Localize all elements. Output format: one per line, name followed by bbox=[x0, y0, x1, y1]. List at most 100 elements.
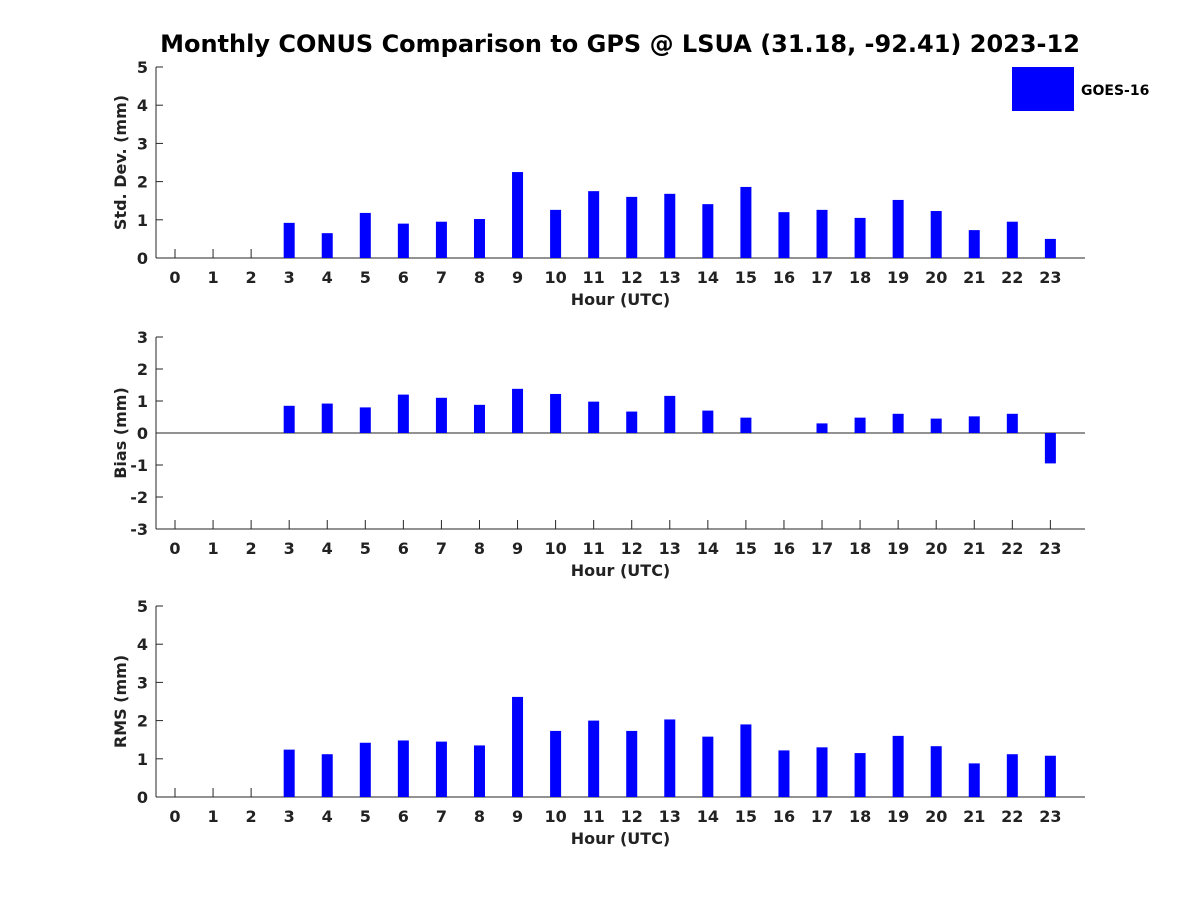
x-tick-label: 17 bbox=[811, 807, 833, 826]
x-tick-label: 22 bbox=[1001, 268, 1023, 287]
bar bbox=[740, 417, 752, 433]
x-tick-label: 8 bbox=[474, 539, 485, 558]
x-tick-label: 11 bbox=[583, 268, 605, 287]
x-tick-label: 2 bbox=[246, 807, 257, 826]
y-tick-label: -1 bbox=[130, 456, 148, 475]
x-tick-label: 16 bbox=[773, 268, 795, 287]
bar bbox=[968, 230, 980, 258]
x-tick-label: 7 bbox=[436, 807, 447, 826]
x-tick-label: 4 bbox=[322, 268, 333, 287]
y-tick-label: 5 bbox=[137, 58, 148, 77]
y-tick-label: 5 bbox=[137, 597, 148, 616]
bar bbox=[588, 191, 600, 258]
x-tick-label: 12 bbox=[621, 539, 643, 558]
x-tick-label: 12 bbox=[621, 268, 643, 287]
x-tick-label: 5 bbox=[360, 539, 371, 558]
x-tick-label: 17 bbox=[811, 539, 833, 558]
y-tick-label: 4 bbox=[137, 96, 148, 115]
x-tick-label: 20 bbox=[925, 539, 947, 558]
x-tick-label: 22 bbox=[1001, 807, 1023, 826]
bar bbox=[473, 219, 485, 258]
bar bbox=[321, 403, 333, 433]
x-tick-label: 16 bbox=[773, 539, 795, 558]
y-tick-label: 2 bbox=[137, 360, 148, 379]
y-axis-label: Bias (mm) bbox=[111, 387, 130, 479]
x-tick-label: 23 bbox=[1039, 539, 1061, 558]
legend-swatch bbox=[1012, 67, 1074, 111]
x-tick-label: 6 bbox=[398, 807, 409, 826]
x-tick-label: 1 bbox=[207, 268, 218, 287]
bar bbox=[854, 753, 866, 797]
bar bbox=[664, 193, 676, 258]
x-tick-label: 0 bbox=[169, 539, 180, 558]
bar bbox=[968, 416, 980, 433]
bar bbox=[816, 209, 828, 258]
x-tick-label: 4 bbox=[322, 539, 333, 558]
bar bbox=[854, 417, 866, 433]
bar bbox=[397, 394, 409, 433]
x-tick-label: 14 bbox=[697, 268, 719, 287]
bar bbox=[1044, 755, 1056, 797]
bar bbox=[626, 196, 638, 258]
x-tick-label: 1 bbox=[207, 807, 218, 826]
x-tick-label: 10 bbox=[544, 268, 566, 287]
bar bbox=[321, 233, 333, 258]
x-tick-label: 12 bbox=[621, 807, 643, 826]
legend-label: GOES-16 bbox=[1081, 83, 1149, 99]
bar bbox=[626, 730, 638, 797]
x-tick-label: 2 bbox=[246, 539, 257, 558]
bar bbox=[550, 730, 562, 797]
y-tick-label: 0 bbox=[137, 788, 148, 807]
x-tick-label: 9 bbox=[512, 807, 523, 826]
bar bbox=[512, 696, 524, 797]
x-tick-label: 19 bbox=[887, 807, 909, 826]
bar bbox=[512, 388, 524, 433]
bar bbox=[740, 186, 752, 258]
y-tick-label: 3 bbox=[137, 673, 148, 692]
x-tick-label: 21 bbox=[963, 268, 985, 287]
bar bbox=[359, 742, 371, 797]
x-tick-label: 13 bbox=[659, 268, 681, 287]
bar bbox=[473, 404, 485, 433]
x-tick-label: 3 bbox=[284, 268, 295, 287]
x-tick-label: 18 bbox=[849, 539, 871, 558]
y-tick-label: 3 bbox=[137, 134, 148, 153]
bar bbox=[435, 397, 447, 433]
bar bbox=[664, 719, 676, 797]
bar bbox=[930, 418, 942, 433]
bar bbox=[702, 410, 714, 433]
x-tick-label: 23 bbox=[1039, 268, 1061, 287]
bar bbox=[930, 746, 942, 797]
x-tick-label: 15 bbox=[735, 807, 757, 826]
y-tick-label: 4 bbox=[137, 635, 148, 654]
y-tick-label: 1 bbox=[137, 750, 148, 769]
x-tick-label: 7 bbox=[436, 539, 447, 558]
x-tick-label: 5 bbox=[360, 268, 371, 287]
bar bbox=[930, 211, 942, 258]
bar bbox=[702, 204, 714, 258]
x-tick-label: 18 bbox=[849, 268, 871, 287]
x-tick-label: 3 bbox=[284, 539, 295, 558]
bar bbox=[1006, 221, 1018, 258]
bar bbox=[397, 740, 409, 797]
bar bbox=[397, 223, 409, 258]
bar bbox=[854, 217, 866, 258]
x-tick-label: 15 bbox=[735, 539, 757, 558]
x-tick-label: 15 bbox=[735, 268, 757, 287]
bar bbox=[435, 221, 447, 258]
bar bbox=[283, 405, 295, 433]
x-tick-label: 4 bbox=[322, 807, 333, 826]
x-tick-label: 22 bbox=[1001, 539, 1023, 558]
bar bbox=[1044, 238, 1056, 258]
bar bbox=[968, 763, 980, 797]
x-tick-label: 21 bbox=[963, 539, 985, 558]
x-tick-label: 20 bbox=[925, 268, 947, 287]
bar bbox=[321, 754, 333, 797]
bar bbox=[473, 745, 485, 797]
x-axis-label: Hour (UTC) bbox=[571, 829, 671, 848]
x-tick-label: 23 bbox=[1039, 807, 1061, 826]
x-tick-label: 16 bbox=[773, 807, 795, 826]
bar bbox=[626, 411, 638, 433]
x-tick-label: 7 bbox=[436, 268, 447, 287]
